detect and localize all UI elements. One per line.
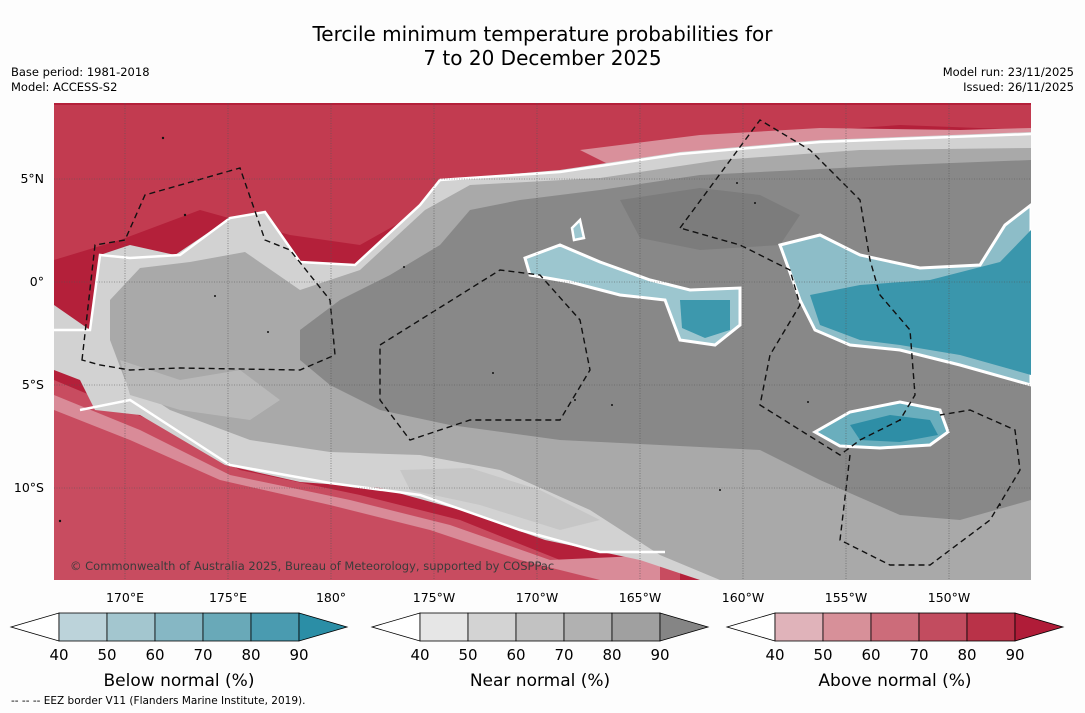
colorbar-segment	[774, 612, 824, 642]
lat-label-10s: 10°S	[14, 480, 44, 495]
lon-labels: 170°E 175°E 180° 175°W 170°W 165°W 160°W…	[106, 590, 970, 605]
lon-label-175w: 175°W	[413, 590, 455, 605]
lon-label-175e: 175°E	[209, 590, 247, 605]
colorbar-tick-label: 80	[602, 646, 621, 664]
info-right: Model run: 23/11/2025 Issued: 26/11/2025	[943, 65, 1074, 94]
colorbar-tick-label: 90	[1005, 646, 1024, 664]
colorbar-tick-label: 90	[650, 646, 669, 664]
colorbar-tick-label: 80	[957, 646, 976, 664]
colorbar-2: 40 50 60 70 80 90 Near normal (%)	[370, 612, 710, 691]
lat-label-0: 0°	[30, 274, 44, 289]
colorbar-tick-label: 50	[813, 646, 832, 664]
base-period-text: Base period: 1981-2018	[11, 65, 150, 79]
colorbar-tick-label: 40	[410, 646, 429, 664]
warm-band-south	[54, 380, 680, 580]
colorbar-low-extension	[725, 612, 776, 642]
colorbar-high-extension	[659, 612, 710, 642]
colorbar-low-extension	[9, 612, 60, 642]
map-title-line2: 7 to 20 December 2025	[423, 46, 662, 70]
probability-map: © Commonwealth of Australia 2025, Bureau…	[54, 103, 1031, 580]
colorbar-tick-label: 60	[145, 646, 164, 664]
colorbar-1: 40 50 60 70 80 90 Below normal (%)	[9, 612, 349, 691]
lon-label-160w: 160°W	[722, 590, 764, 605]
colorbar-title: Near normal (%)	[470, 671, 610, 691]
colorbar-high-extension	[298, 612, 349, 642]
colorbar-segment	[419, 612, 469, 642]
colorbar-legends: 40 50 60 70 80 90 Below normal (%) 40 50 60 70 80 90…	[9, 612, 1065, 691]
map-title-line1: Tercile minimum temperature probabilitie…	[312, 22, 773, 46]
colorbar-tick-label: 60	[861, 646, 880, 664]
warm-band-mid	[54, 105, 1031, 260]
colorbar-segment	[918, 612, 968, 642]
issued-text: Issued: 26/11/2025	[963, 79, 1074, 94]
colorbar-tick-label: 60	[506, 646, 525, 664]
model-text: Model: ACCESS-S2	[11, 79, 118, 94]
info-left: Base period: 1981-2018 Model: ACCESS-S2	[11, 65, 150, 94]
lon-label-165w: 165°W	[619, 590, 661, 605]
near-normal-light-south	[400, 468, 600, 530]
lat-label-5s: 5°S	[22, 377, 44, 392]
colorbar-segment	[467, 612, 517, 642]
colorbar-segment	[611, 612, 661, 642]
cold-region-south-core	[850, 415, 938, 442]
colorbar-tick-label: 70	[554, 646, 573, 664]
colorbar-segment	[58, 612, 108, 642]
colorbar-segment	[822, 612, 872, 642]
colorbar-high-extension	[1014, 612, 1065, 642]
cold-region-small	[570, 217, 586, 242]
eez-footnote: -- -- -- EEZ border V11 (Flanders Marine…	[11, 695, 306, 707]
cold-region-east-core	[810, 230, 1031, 375]
islands	[58, 136, 1001, 523]
colorbar-segment	[966, 612, 1016, 642]
model-run-text: Model run: 23/11/2025	[942, 65, 1074, 79]
lon-label-170w: 170°W	[516, 590, 558, 605]
lon-label-150w: 150°W	[928, 590, 970, 605]
colorbar-segment	[202, 612, 252, 642]
colorbar-segment	[515, 612, 565, 642]
colorbar-tick-label: 50	[458, 646, 477, 664]
lon-label-180: 180°	[316, 590, 346, 605]
colorbar-segment	[563, 612, 613, 642]
colorbar-segment	[106, 612, 156, 642]
copyright-credit: © Commonwealth of Australia 2025, Bureau…	[70, 559, 554, 573]
near-normal-light-west	[120, 360, 280, 420]
colorbar-tick-label: 70	[193, 646, 212, 664]
colorbar-tick-label: 70	[909, 646, 928, 664]
colorbar-low-extension	[370, 612, 421, 642]
colorbar-tick-label: 90	[289, 646, 308, 664]
colorbar-segment	[154, 612, 204, 642]
lat-labels: 5°N 0° 5°S 10°S	[14, 171, 44, 495]
colorbar-3: 40 50 60 70 80 90 Above normal (%)	[725, 612, 1065, 691]
lon-label-155w: 155°W	[825, 590, 867, 605]
colorbar-tick-label: 80	[241, 646, 260, 664]
colorbar-tick-label: 40	[49, 646, 68, 664]
cold-region-central-core	[680, 300, 730, 338]
colorbar-tick-label: 40	[765, 646, 784, 664]
colorbar-title: Above normal (%)	[818, 671, 971, 691]
lat-label-5n: 5°N	[20, 171, 44, 186]
colorbar-title: Below normal (%)	[104, 671, 255, 691]
colorbar-segment	[870, 612, 920, 642]
graticule	[54, 103, 1031, 580]
warm-band-southeast	[54, 395, 660, 580]
above-normal-boundary-south	[79, 398, 665, 554]
lon-label-170e: 170°E	[106, 590, 144, 605]
colorbar-tick-label: 50	[97, 646, 116, 664]
colorbar-segment	[250, 612, 300, 642]
